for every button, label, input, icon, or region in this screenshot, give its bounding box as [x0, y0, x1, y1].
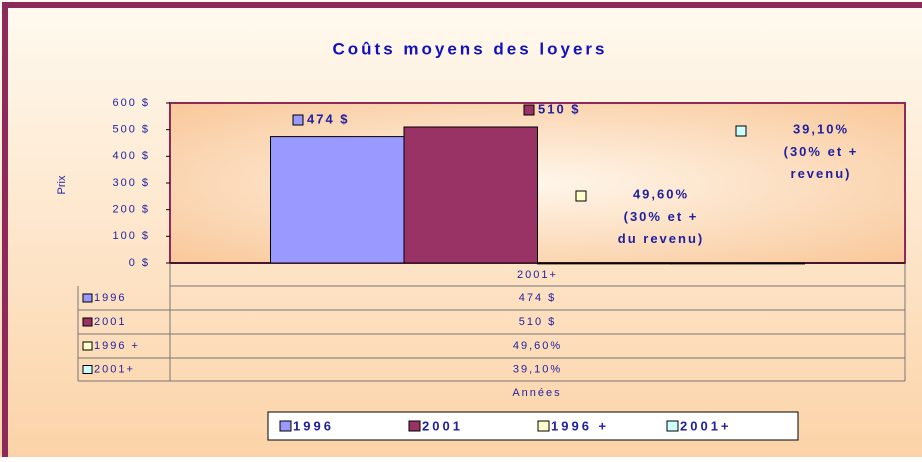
table-value: 510 $	[519, 316, 557, 328]
y-tick-label: 200 $	[112, 204, 150, 216]
legend-label: 2001	[422, 418, 463, 433]
data-label: 49,60%	[633, 186, 689, 201]
legend-box	[267, 411, 799, 441]
table-key	[82, 317, 93, 327]
y-axis-label: Prix	[56, 175, 68, 194]
table-key	[82, 341, 93, 351]
y-tick-label: 500 $	[112, 124, 150, 136]
table-series-name: 2001+	[94, 363, 135, 375]
legend-key	[408, 420, 421, 432]
bar	[270, 136, 405, 264]
data-label-note: (30% et + revenu)	[784, 144, 859, 181]
label-key	[575, 190, 587, 202]
table-value: 474 $	[519, 292, 557, 304]
y-tick-label: 0 $	[129, 257, 150, 269]
label-key	[292, 114, 304, 126]
legend-key	[279, 420, 292, 432]
label-key	[523, 104, 535, 116]
label-key	[735, 125, 747, 137]
legend-key	[537, 420, 550, 432]
table-series-name: 2001	[94, 316, 126, 328]
legend-label: 1996	[293, 418, 334, 433]
table-series-name: 1996 +	[94, 340, 140, 352]
bar	[403, 126, 538, 264]
y-tick-label: 100 $	[112, 230, 150, 242]
table-series-name: 1996	[94, 292, 126, 304]
table-value: 39,10%	[513, 363, 562, 375]
table-key	[82, 293, 93, 303]
data-label: 39,10%	[793, 121, 849, 136]
table-key	[82, 365, 93, 374]
y-tick-label: 400 $	[112, 150, 150, 162]
legend-key	[666, 420, 679, 432]
legend-label: 1996 +	[551, 418, 609, 433]
table-value: 49,60%	[513, 340, 562, 352]
data-label-note: (30% et + du revenu)	[618, 209, 704, 246]
chart-title: Coûts moyens des loyers	[333, 39, 608, 58]
data-label: 474 $	[307, 111, 350, 126]
data-label: 510 $	[538, 101, 581, 116]
x-axis-label: Années	[512, 387, 561, 399]
x-tick-label: 2001+	[517, 269, 558, 281]
y-tick-label: 600 $	[112, 97, 150, 109]
y-tick-label: 300 $	[112, 177, 150, 189]
legend-label: 2001+	[680, 418, 732, 433]
